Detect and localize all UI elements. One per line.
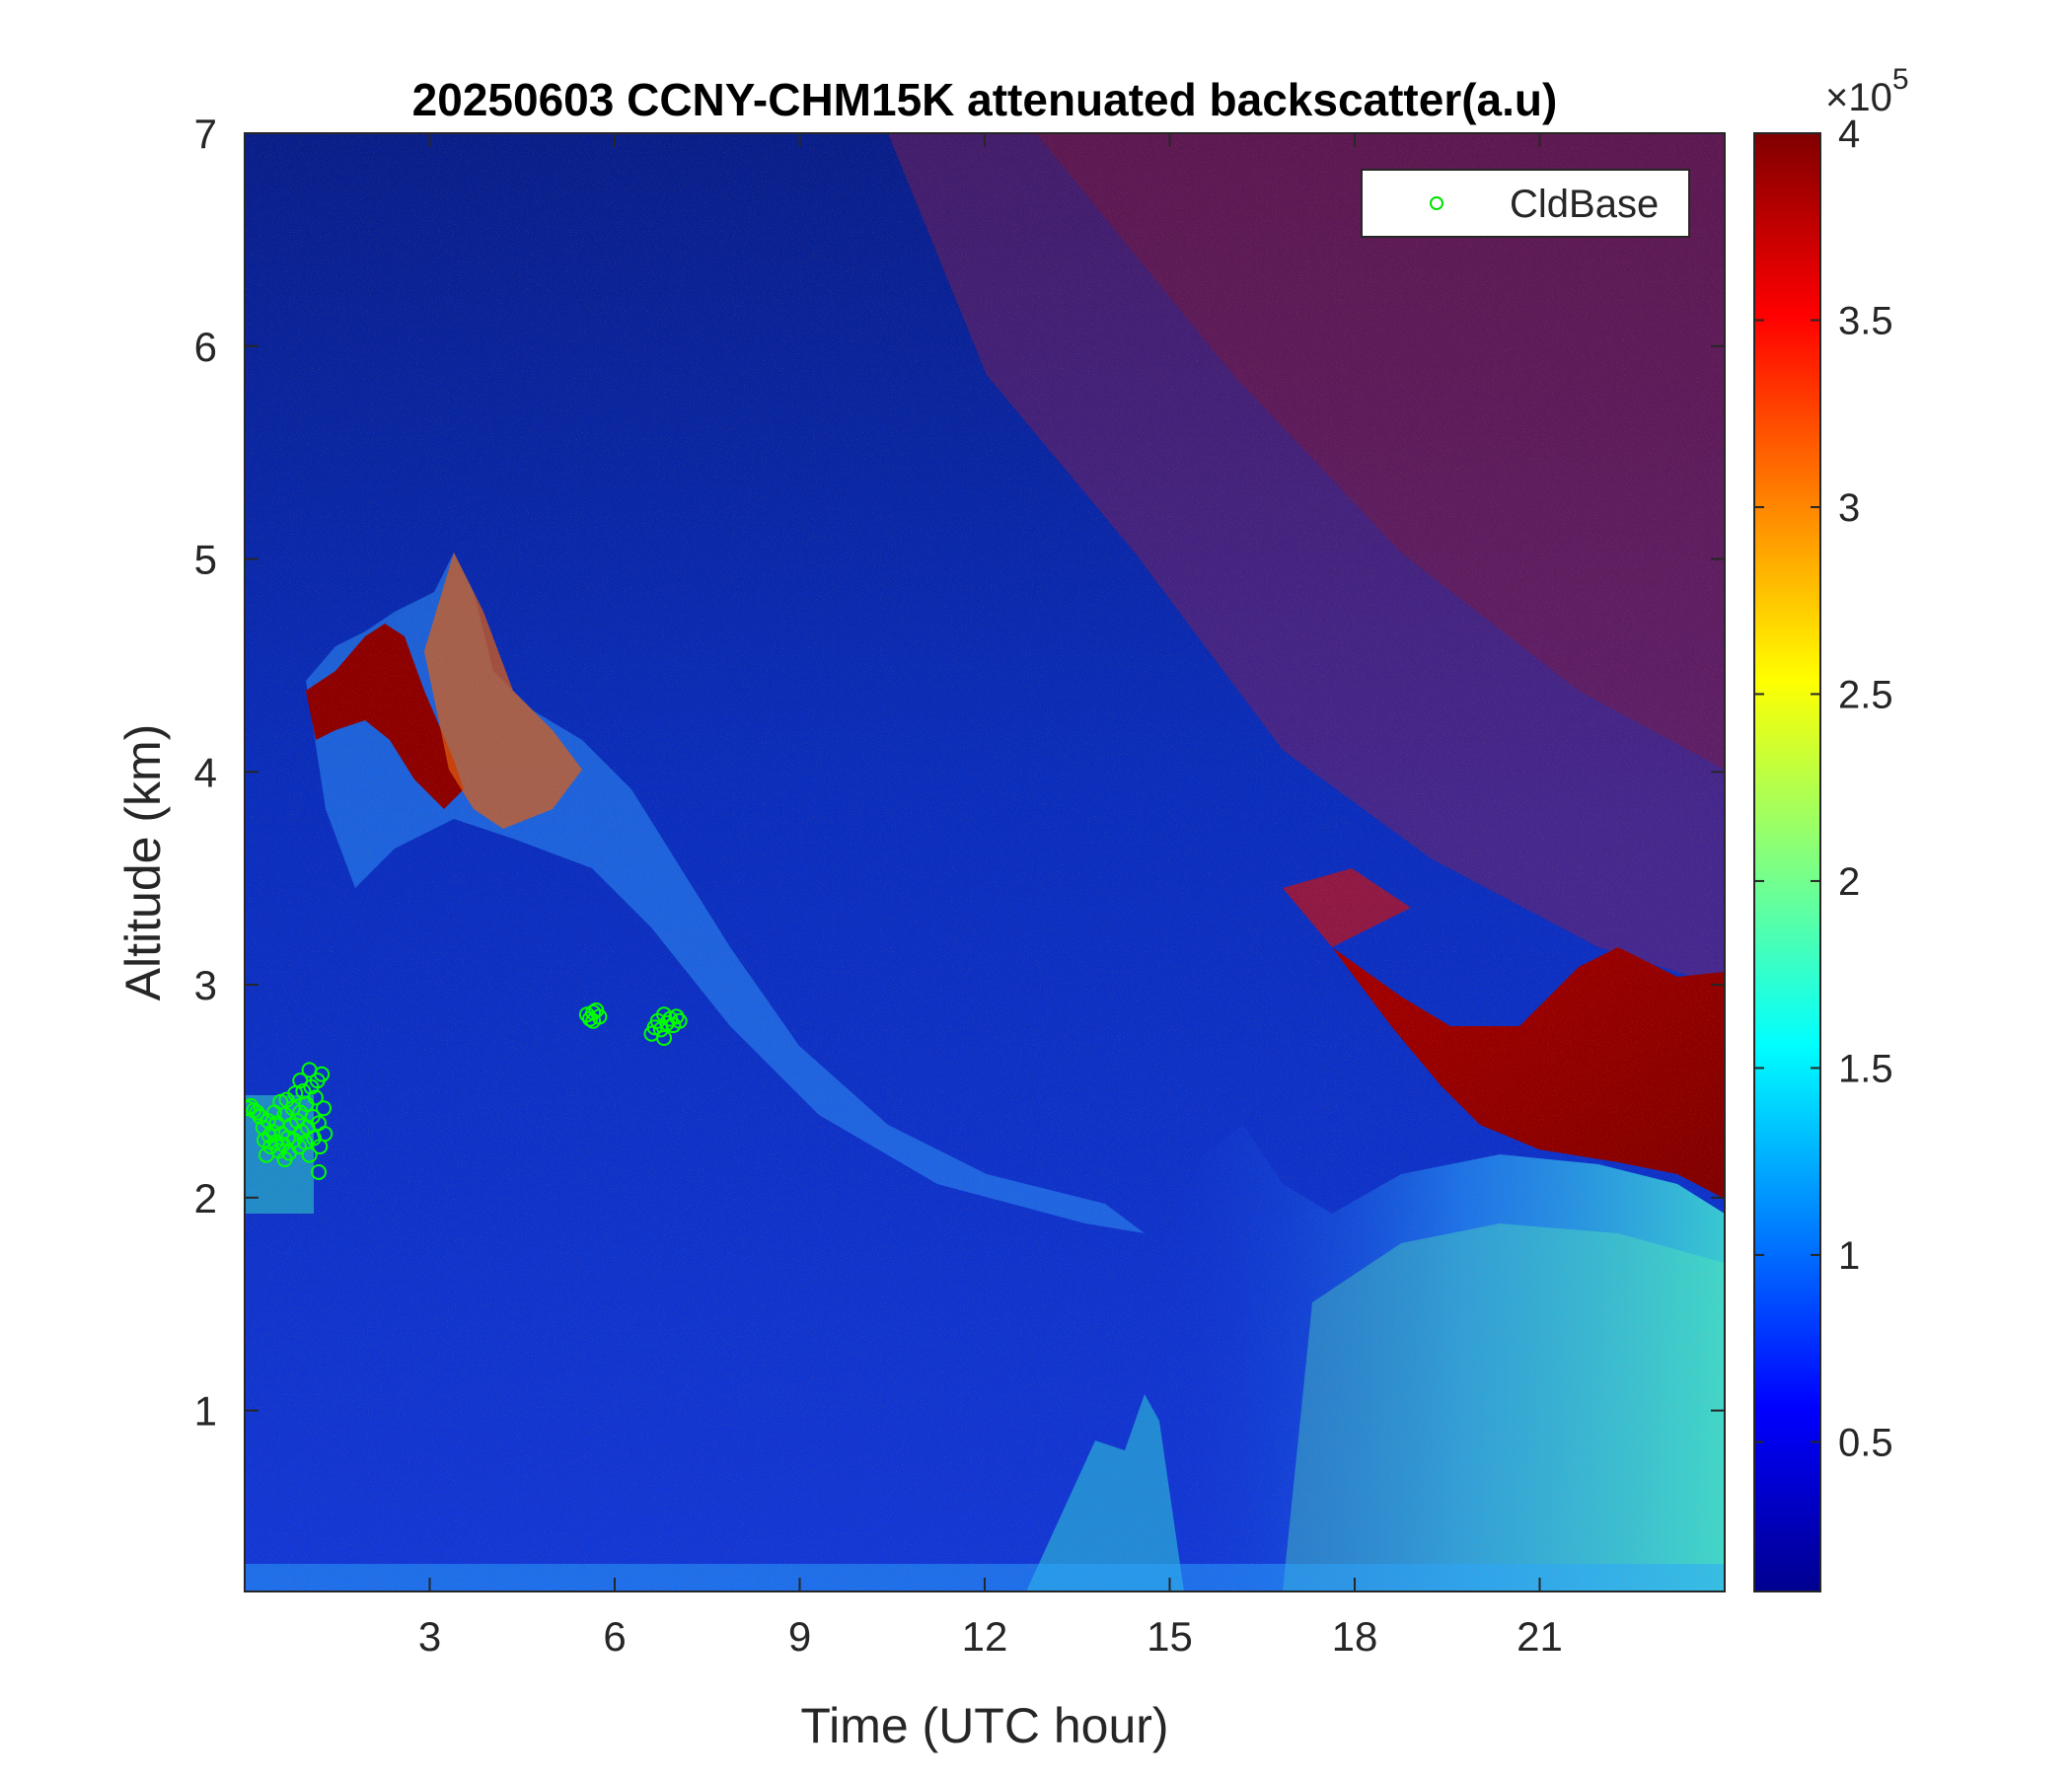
colorbar-ticks: 0.5 1 1.5 2 2.5 3 3.5 4 <box>1754 112 1893 1464</box>
x-tick-label: 21 <box>1517 1613 1563 1660</box>
x-axis-label: Time (UTC hour) <box>800 1698 1168 1753</box>
x-tick-label: 9 <box>788 1613 811 1660</box>
chart-title: 20250603 CCNY-CHM15K attenuated backscat… <box>412 74 1558 125</box>
y-tick-label: 5 <box>194 537 217 583</box>
cldbase-point <box>292 1073 309 1089</box>
colorbar: 0.5 1 1.5 2 2.5 3 3.5 4 ×105 <box>1753 63 1909 1592</box>
cldbase-point <box>668 1008 685 1025</box>
cldbase-point <box>276 1150 293 1167</box>
x-tick-label: 3 <box>418 1613 441 1660</box>
cldbase-point <box>262 1139 279 1155</box>
cldbase-point <box>301 1147 318 1163</box>
x-tick-label: 15 <box>1147 1613 1193 1660</box>
y-tick-label: 2 <box>194 1175 217 1221</box>
y-tick-label: 6 <box>194 324 217 370</box>
cldbase-point <box>307 1089 324 1106</box>
y-tick-label: 1 <box>194 1388 217 1435</box>
cldbase-point <box>301 1062 318 1078</box>
cldbase-point <box>311 1163 327 1180</box>
cldbase-point <box>585 1012 602 1029</box>
backscatter-field <box>245 133 1725 1591</box>
y-axis: 1 2 3 4 5 6 7 <box>194 111 1725 1435</box>
colorbar-tick-label: 2 <box>1838 860 1860 904</box>
y-axis-label: Altitude (km) <box>115 724 171 1001</box>
y-tick-label: 3 <box>194 962 217 1008</box>
field-grain <box>245 133 1725 1591</box>
cldbase-point <box>252 1108 268 1125</box>
colorbar-gradient <box>1754 133 1820 1591</box>
cldbase-point <box>249 1104 265 1121</box>
colorbar-tick-label: 1 <box>1838 1234 1860 1278</box>
colorbar-tick-label: 0.5 <box>1838 1421 1893 1464</box>
colorbar-multiplier-base: ×10 <box>1825 76 1892 119</box>
cldbase-point <box>316 1100 332 1117</box>
colorbar-multiplier-exponent: 5 <box>1892 63 1909 96</box>
colorbar-frame <box>1753 132 1821 1592</box>
cloud-base-markers <box>245 1001 688 1180</box>
y-tick-label: 7 <box>194 111 217 157</box>
colorbar-tick-label: 4 <box>1838 112 1860 156</box>
legend-marker <box>1430 196 1443 210</box>
legend-label: CldBase <box>1510 183 1659 226</box>
cldbase-point <box>317 1126 333 1143</box>
x-tick-label: 18 <box>1332 1613 1378 1660</box>
colorbar-tick-label: 3 <box>1838 486 1860 530</box>
colorbar-multiplier: ×105 <box>1825 63 1909 119</box>
colorbar-tick-label: 3.5 <box>1838 299 1893 342</box>
cldbase-point <box>264 1123 281 1140</box>
x-tick-label: 6 <box>603 1613 626 1660</box>
x-axis: 3 6 9 12 15 18 21 <box>418 133 1563 1660</box>
x-tick-label: 12 <box>962 1613 1008 1660</box>
cldbase-point <box>671 1012 688 1029</box>
legend: CldBase <box>1361 169 1690 238</box>
colorbar-tick-label: 2.5 <box>1838 673 1893 716</box>
legend-box <box>1361 169 1690 238</box>
colorbar-tick-label: 1.5 <box>1838 1047 1893 1090</box>
y-tick-label: 4 <box>194 749 217 795</box>
cldbase-point <box>656 1030 672 1047</box>
